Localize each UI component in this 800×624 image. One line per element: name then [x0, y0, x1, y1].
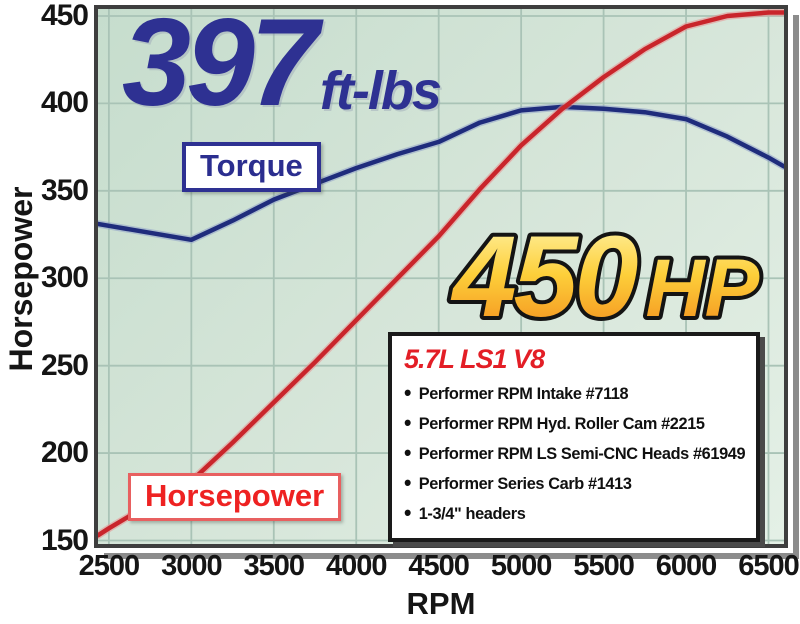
x-tick-label: 3000 — [161, 550, 223, 582]
spec-item: 1-3/4" headers — [404, 498, 732, 528]
peak-torque-unit: ft-lbs — [319, 61, 442, 121]
x-tick-label: 5500 — [573, 550, 635, 582]
y-axis-title: Horsepower — [3, 186, 39, 372]
y-tick-label: 150 — [40, 523, 89, 557]
x-tick-label: 2500 — [78, 550, 141, 582]
engine-spec-box: 5.7L LS1 V8 Performer RPM Intake #7118Pe… — [388, 332, 760, 542]
torque-curve-label: Torque — [182, 142, 321, 193]
peak-torque-value: 397 — [122, 0, 319, 132]
horsepower-curve-label: Horsepower — [128, 473, 342, 522]
spec-item: Performer RPM Hyd. Roller Cam #2215 — [404, 408, 732, 438]
y-tick-label: 450 — [40, 0, 89, 32]
spec-item: Performer RPM Intake #7118 — [404, 378, 732, 408]
x-tick-label: 3500 — [243, 550, 306, 582]
y-tick-label: 250 — [40, 348, 89, 382]
x-tick-label: 5000 — [490, 550, 553, 582]
spec-item: Performer Series Carb #1413 — [404, 468, 732, 498]
x-tick-label: 4000 — [325, 550, 388, 582]
x-tick-label: 6000 — [655, 550, 718, 582]
peak-torque-headline: 397 ft-lbs — [122, 0, 442, 132]
y-tick-label: 200 — [40, 436, 89, 470]
x-axis-title: RPM — [406, 586, 476, 621]
peak-hp-text: 450 HP — [451, 213, 760, 341]
peak-hp-headline: 450 HP — [447, 209, 764, 345]
spec-item: Performer RPM LS Semi-CNC Heads #61949 — [404, 438, 746, 468]
y-tick-label: 350 — [40, 173, 89, 207]
peak-hp-unit: HP — [645, 243, 759, 334]
x-tick-label: 4500 — [408, 550, 470, 582]
engine-spec-list: Performer RPM Intake #7118Performer RPM … — [404, 378, 746, 528]
torque-curve — [98, 104, 784, 243]
peak-hp-value: 450 — [451, 213, 638, 341]
engine-spec-title: 5.7L LS1 V8 — [404, 344, 545, 374]
x-tick-label: 6500 — [738, 550, 800, 582]
y-tick-label: 300 — [40, 261, 89, 295]
y-tick-label: 400 — [40, 86, 89, 120]
